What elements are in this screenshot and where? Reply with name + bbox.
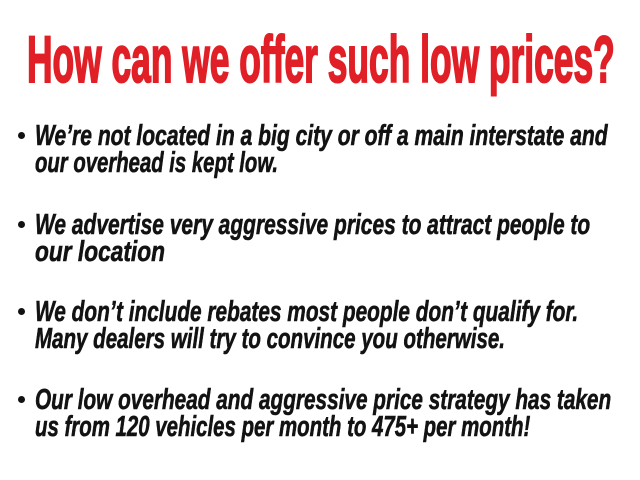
bullet-item: We advertise very aggressive prices to a… bbox=[18, 209, 640, 268]
bullet-item: We don’t include rebates most people don… bbox=[18, 296, 640, 355]
bullet-text-line: We don’t include rebates most people don… bbox=[35, 296, 579, 328]
bullet-text-line: us from 120 vehicles per month to 475+ p… bbox=[35, 411, 531, 443]
bullet-icon bbox=[18, 132, 25, 139]
bullet-item: Our low overhead and aggressive price st… bbox=[18, 384, 640, 443]
bullet-text-line: We’re not located in a big city or off a… bbox=[35, 120, 608, 152]
bullet-text-line: Our low overhead and aggressive price st… bbox=[35, 384, 612, 416]
bullet-item: We’re not located in a big city or off a… bbox=[18, 120, 640, 179]
bullet-icon bbox=[18, 396, 25, 403]
bullet-text-line: Many dealers will try to convince you ot… bbox=[35, 323, 505, 355]
bullet-text-line: our location bbox=[35, 236, 165, 268]
bullet-icon bbox=[18, 221, 25, 228]
bullet-text-line: We advertise very aggressive prices to a… bbox=[35, 209, 591, 241]
bullet-icon bbox=[18, 308, 25, 315]
page-title: How can we offer such low prices? bbox=[26, 22, 615, 96]
bullet-text-line: our overhead is kept low. bbox=[35, 147, 279, 179]
